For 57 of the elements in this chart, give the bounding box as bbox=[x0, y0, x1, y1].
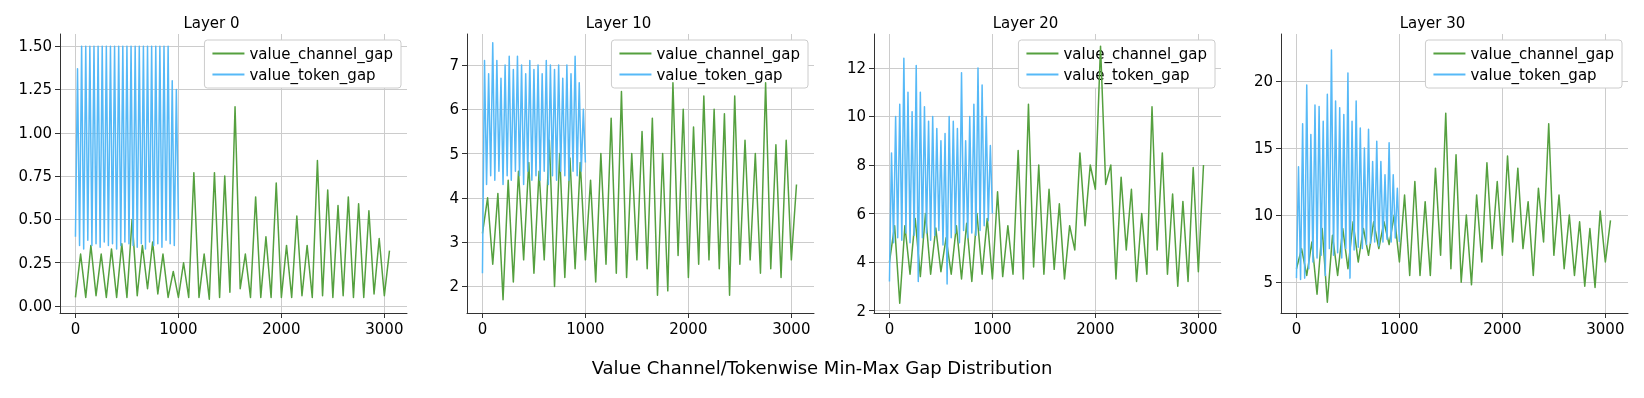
y-tick-label: 12 bbox=[846, 58, 866, 77]
y-tick-label: 6 bbox=[449, 100, 459, 119]
x-tick-label: 3000 bbox=[772, 319, 811, 338]
y-tick-label: 2 bbox=[856, 301, 866, 320]
legend-label: value_channel_gap bbox=[1470, 44, 1614, 64]
line-series bbox=[481, 42, 587, 274]
y-tick-label: 2 bbox=[449, 277, 459, 296]
chart-title: Layer 20 bbox=[992, 13, 1059, 32]
x-tick-label: 2000 bbox=[1076, 319, 1115, 338]
chart-title: Layer 0 bbox=[183, 13, 240, 32]
legend-label: value_token_gap bbox=[249, 65, 376, 85]
y-tick-label: 0.75 bbox=[18, 167, 52, 186]
line-series bbox=[74, 106, 391, 300]
y-tick-label: 4 bbox=[449, 188, 459, 207]
y-tick-label: 8 bbox=[856, 156, 866, 175]
y-tick-label: 5 bbox=[1263, 273, 1273, 292]
line-series bbox=[1295, 49, 1401, 281]
x-tick-label: 1000 bbox=[566, 319, 605, 338]
line-series bbox=[888, 45, 1205, 305]
y-tick-label: 10 bbox=[1253, 206, 1273, 225]
y-tick-label: 0.25 bbox=[18, 253, 52, 272]
chart-title: Layer 10 bbox=[585, 13, 652, 32]
y-tick-label: 20 bbox=[1253, 71, 1273, 90]
x-tick-label: 3000 bbox=[365, 319, 404, 338]
chart-title: Layer 30 bbox=[1399, 13, 1466, 32]
legend-label: value_token_gap bbox=[1470, 65, 1597, 85]
y-tick-label: 15 bbox=[1253, 139, 1273, 158]
x-tick-label: 2000 bbox=[1483, 319, 1522, 338]
legend-label: value_channel_gap bbox=[249, 44, 393, 64]
legend-label: value_channel_gap bbox=[656, 44, 800, 64]
x-tick-label: 2000 bbox=[669, 319, 708, 338]
x-tick-label: 3000 bbox=[1179, 319, 1218, 338]
x-tick-label: 2000 bbox=[262, 319, 301, 338]
x-tick-label: 0 bbox=[884, 319, 895, 338]
x-tick-label: 0 bbox=[70, 319, 81, 338]
line-series bbox=[888, 57, 994, 285]
y-tick-label: 4 bbox=[856, 253, 866, 272]
x-tick-label: 3000 bbox=[1586, 319, 1625, 338]
text: Value Channel/Tokenwise Min-Max Gap Distribution bbox=[590, 357, 1054, 378]
legend-label: value_token_gap bbox=[656, 65, 783, 85]
y-tick-label: 0.50 bbox=[18, 210, 52, 229]
y-tick-label: 1.50 bbox=[18, 37, 52, 56]
x-tick-label: 0 bbox=[477, 319, 488, 338]
y-tick-label: 7 bbox=[449, 56, 459, 74]
y-tick-label: 1.00 bbox=[18, 123, 52, 142]
y-tick-label: 1.25 bbox=[18, 80, 52, 99]
y-tick-label: 0.00 bbox=[18, 297, 52, 316]
x-tick-label: 1000 bbox=[159, 319, 198, 338]
x-tick-label: 1000 bbox=[1380, 319, 1419, 338]
y-tick-label: 6 bbox=[856, 204, 866, 223]
y-tick-label: 3 bbox=[449, 233, 459, 252]
y-tick-label: 5 bbox=[449, 144, 459, 163]
y-tick-label: 10 bbox=[846, 107, 866, 126]
x-tick-label: 1000 bbox=[973, 319, 1012, 338]
line-series bbox=[74, 45, 180, 250]
x-tick-label: 0 bbox=[1291, 319, 1302, 338]
line-series bbox=[1295, 112, 1612, 304]
